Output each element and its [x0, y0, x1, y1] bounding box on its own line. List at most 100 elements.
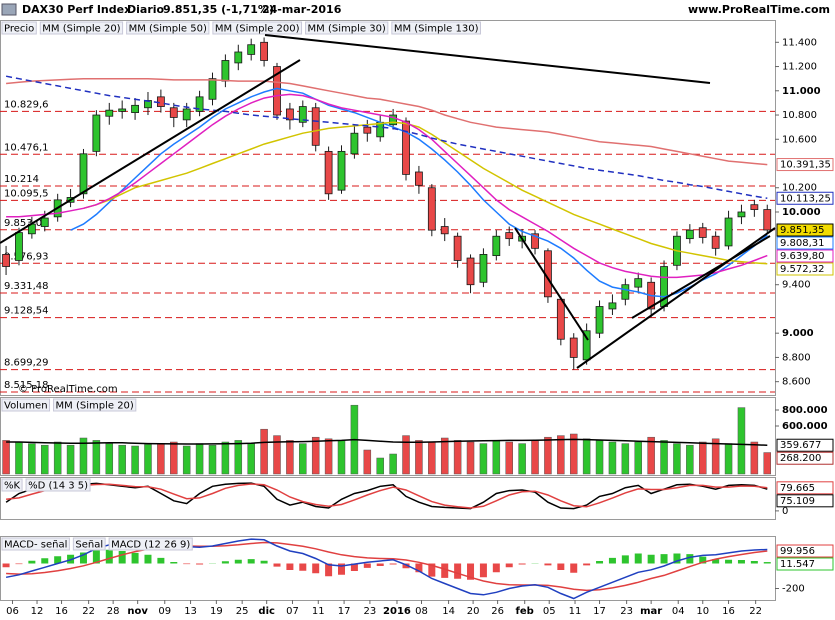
volume-bar	[608, 441, 617, 475]
volume-bar	[466, 441, 475, 475]
candle-body	[415, 171, 423, 186]
x-tick-label: dic	[258, 606, 275, 617]
last-value-label: 99.956	[780, 546, 815, 557]
y-tick-label: 600.000	[782, 421, 828, 432]
series-line	[6, 438, 768, 446]
histogram-bar	[183, 563, 191, 565]
histogram-bar	[131, 552, 139, 564]
histogram-bar	[750, 561, 758, 564]
x-tick-label: 20	[467, 606, 480, 617]
y-tick-label: 8.800	[782, 352, 811, 363]
y-tick-label: 800.000	[782, 405, 828, 416]
legend-label: Volumen	[4, 401, 48, 412]
last-value-box	[776, 438, 834, 452]
candle-body	[2, 254, 10, 267]
x-tick-label: 09	[158, 606, 171, 617]
volume-bar	[750, 441, 759, 475]
candle-body	[402, 120, 410, 175]
legend-label: Precio	[4, 24, 34, 35]
histogram-bar	[725, 559, 733, 564]
volume-bar	[234, 440, 243, 475]
volume-bar	[479, 443, 488, 475]
candle-body	[724, 217, 733, 247]
candle-body	[427, 187, 436, 231]
candle-body	[595, 306, 604, 334]
candle-body	[105, 109, 114, 117]
legend-label: MM (Simple 200)	[215, 24, 300, 35]
x-tick-label: 17	[338, 606, 351, 617]
candle-body	[273, 66, 281, 116]
level-label: 9.331,48	[4, 281, 49, 292]
volume-bar	[28, 443, 36, 475]
volume-bar	[711, 438, 720, 475]
volume-bar	[105, 443, 114, 475]
trendline	[264, 34, 711, 84]
volume-bar	[453, 440, 462, 475]
x-tick-label: 16	[55, 606, 68, 617]
volume-bar	[41, 444, 49, 475]
legend-label: MACD (12 26 9)	[111, 540, 190, 551]
watermark: © ProRealTime.com	[18, 384, 118, 395]
candle-body	[79, 153, 88, 195]
x-tick-label: 10	[696, 606, 709, 617]
legend-box	[39, 21, 124, 35]
last-value-box	[776, 481, 834, 495]
menu-icon[interactable]	[1, 3, 17, 16]
legend-box	[53, 398, 137, 412]
series-line	[83, 121, 768, 265]
x-tick-label: 2016	[383, 606, 411, 617]
candle-body	[492, 235, 501, 257]
x-tick-label: nov	[127, 606, 148, 617]
histogram-bar	[712, 559, 720, 564]
x-tick-label: 11	[312, 606, 325, 617]
volume-bar	[273, 435, 281, 475]
volume-bar	[389, 453, 397, 475]
volume-bar	[53, 441, 62, 475]
histogram-bar	[260, 560, 268, 564]
x-tick-label: 11	[569, 606, 582, 617]
legend-label: MM (Simple 50)	[129, 24, 207, 35]
trendline	[631, 235, 771, 319]
volume-bar	[66, 444, 75, 475]
y-tick-label: 9.000	[782, 328, 814, 339]
last-value-box	[776, 451, 834, 465]
candle-body	[389, 114, 398, 126]
last-value-box	[776, 557, 834, 571]
histogram-bar	[389, 563, 397, 565]
histogram-bar	[686, 554, 694, 564]
pane-frame	[0, 20, 776, 396]
x-tick-label: 25	[236, 606, 249, 617]
candle-body	[208, 78, 217, 100]
volume-bar	[440, 437, 449, 475]
legend-box	[1, 537, 70, 551]
date: 24-mar-2016	[262, 3, 342, 16]
y-tick-label: 10.000	[782, 207, 821, 218]
legend-label: MM (Simple 20)	[56, 401, 134, 412]
candle-body	[569, 337, 578, 358]
candle-body	[92, 114, 101, 152]
volume-bar	[15, 441, 23, 475]
histogram-bar	[634, 553, 642, 564]
histogram-bar	[376, 563, 384, 566]
last-value-label: 359.677	[780, 440, 821, 451]
pane: 10.829,6 10.476,1 10.214 10.095,5 9.853,04 9.…	[0, 37, 775, 395]
volume-bar	[376, 457, 384, 475]
last-value-label: 9.808,31	[780, 238, 825, 249]
trendlines	[0, 34, 776, 369]
y-tick-label: 11.000	[782, 86, 821, 97]
volume-bar	[595, 440, 604, 475]
histogram-bar	[144, 554, 152, 564]
last-value-box	[776, 249, 834, 263]
candle-body	[182, 108, 191, 121]
last-value-box	[776, 191, 834, 205]
x-tick-label: 16	[722, 606, 735, 617]
volume-bar	[208, 444, 217, 475]
histogram-bar	[286, 563, 294, 570]
candle-body	[234, 51, 243, 64]
candle-body	[195, 96, 204, 112]
last-value-label: 9.639,80	[780, 251, 825, 262]
y-tick-label: -200	[782, 584, 805, 595]
legend-box	[108, 537, 193, 551]
histogram-bar	[660, 554, 668, 564]
candle-body	[608, 302, 617, 310]
